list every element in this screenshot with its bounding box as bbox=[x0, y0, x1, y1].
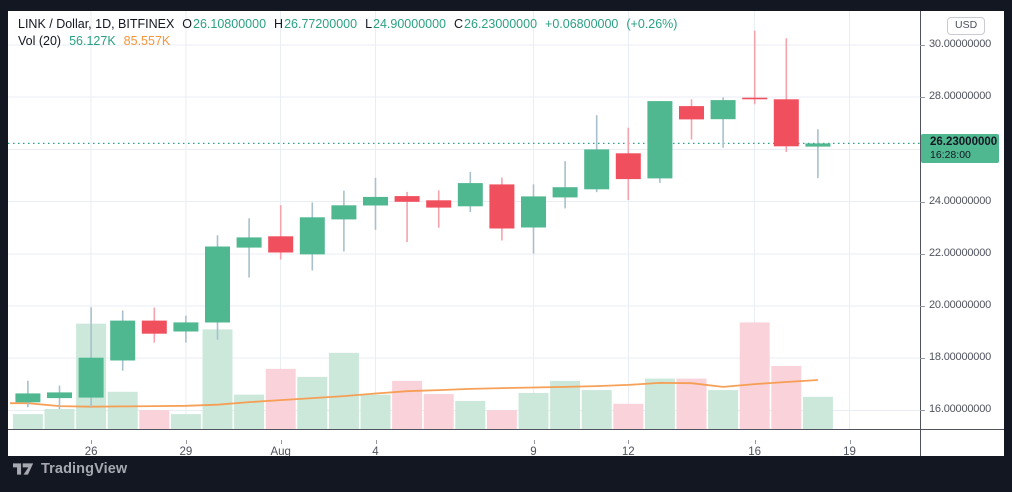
price-change-percent: (+0.26%) bbox=[626, 16, 678, 31]
time-tick-label: 26 bbox=[84, 446, 98, 456]
price-change: +0.06800000 bbox=[545, 16, 619, 31]
price-axis-tick bbox=[920, 253, 925, 255]
price-axis-tick bbox=[920, 306, 925, 307]
volume-label: Vol (20) bbox=[18, 33, 62, 48]
chart-panel: LINK / Dollar, 1D, BITFINEX O 26.10800000… bbox=[8, 11, 1004, 456]
ohlc-open: O 26.10800000 bbox=[182, 16, 267, 31]
price-axis[interactable]: USD 26.23000000 16:28:00 30.00000000 28.0… bbox=[920, 11, 1004, 440]
badge-time: 16:28:00 bbox=[930, 148, 971, 161]
time-tick-label: 29 bbox=[179, 446, 193, 456]
time-axis-tick bbox=[533, 440, 535, 444]
price-scale-label: 24.00000000 bbox=[929, 194, 992, 207]
current-price-badge: 26.23000000 16:28:00 bbox=[921, 133, 999, 163]
price-scale-label: 20.00000000 bbox=[929, 299, 992, 311]
time-tick-label: 19 bbox=[843, 446, 856, 456]
tradingview-logo-text: TradingView bbox=[41, 461, 128, 477]
price-chart-canvas[interactable] bbox=[8, 11, 1004, 456]
currency-button[interactable]: USD bbox=[947, 17, 986, 35]
price-scale-label: 30.00000000 bbox=[929, 38, 992, 50]
volume-ma-value: 85.557K bbox=[123, 33, 171, 48]
legend-symbol-row: LINK / Dollar, 1D, BITFINEX O 26.10800000… bbox=[18, 15, 677, 32]
time-tick-label: 12 bbox=[621, 446, 635, 456]
ohlc-close: C 26.23000000 bbox=[454, 16, 538, 31]
time-tick-label: 4 bbox=[372, 446, 379, 456]
time-tick-label: 16 bbox=[748, 446, 762, 456]
price-scale-label: 22.00000000 bbox=[929, 246, 992, 259]
badge-price: 26.23000000 bbox=[930, 135, 998, 148]
time-axis-tick bbox=[754, 440, 756, 444]
legend-volume-row: Vol (20) 56.127K 85.557K bbox=[18, 32, 677, 49]
time-axis-tick bbox=[628, 440, 630, 444]
time-axis-tick bbox=[185, 440, 187, 444]
price-axis-tick bbox=[920, 97, 925, 99]
volume-value: 56.127K bbox=[69, 33, 116, 48]
symbol-title: LINK / Dollar, 1D, BITFINEX bbox=[18, 16, 175, 31]
ohlc-low: L 24.90000000 bbox=[365, 16, 447, 31]
ohlc-high: H 26.77200000 bbox=[274, 16, 358, 31]
price-axis-tick bbox=[920, 45, 925, 46]
chart-legend: LINK / Dollar, 1D, BITFINEX O 26.10800000… bbox=[18, 15, 677, 49]
time-tick-label: 9 bbox=[530, 446, 537, 456]
price-axis-tick bbox=[920, 410, 925, 412]
time-axis[interactable]: 26 29 Aug 4 9 12 16 19 bbox=[8, 440, 1004, 456]
tradingview-logo-icon bbox=[13, 463, 34, 475]
tradingview-logo[interactable]: TradingView bbox=[13, 461, 127, 477]
time-axis-tick bbox=[849, 440, 851, 444]
time-axis-tick bbox=[91, 440, 93, 444]
time-axis-tick bbox=[375, 440, 377, 444]
price-axis-tick bbox=[920, 358, 925, 360]
price-scale-label: 16.00000000 bbox=[929, 403, 992, 416]
time-tick-label: Aug bbox=[270, 446, 291, 456]
time-axis-tick bbox=[280, 440, 282, 444]
price-scale-label: 18.00000000 bbox=[929, 351, 992, 364]
price-axis-tick bbox=[920, 201, 925, 203]
price-scale-label: 28.00000000 bbox=[929, 90, 992, 103]
